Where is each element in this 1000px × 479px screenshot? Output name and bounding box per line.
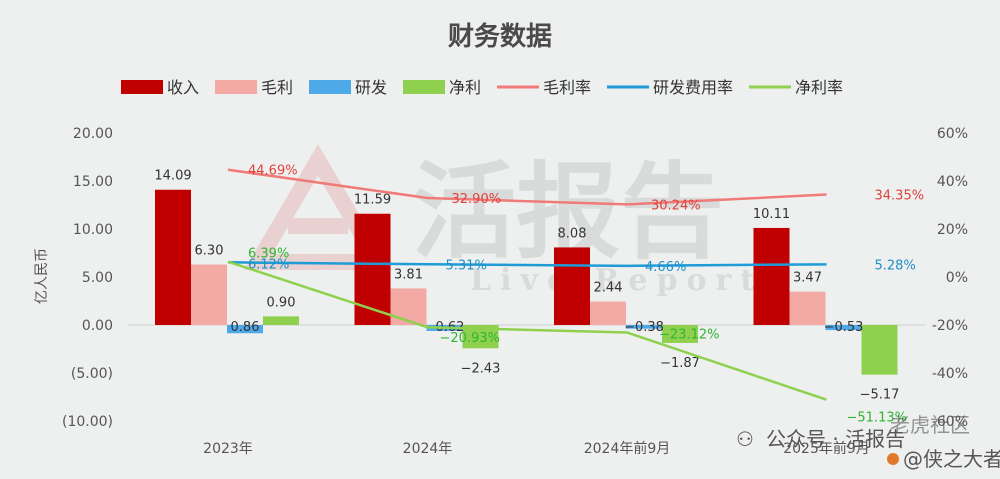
line-label-毛利率-1: 32.90%	[452, 192, 502, 207]
bar-label-研发-3: −0.53	[824, 320, 864, 335]
legend-label-毛利: 毛利	[261, 78, 293, 97]
line-label-研发费用率-3: 5.28%	[875, 258, 916, 273]
bar-label-收入-3: 10.11	[753, 207, 790, 222]
line-label-研发费用率-1: 5.31%	[446, 258, 487, 273]
bar-净利-3	[861, 325, 898, 375]
x-tick-label: 2023年	[203, 441, 253, 457]
bar-label-研发-2: −0.38	[624, 320, 664, 335]
bar-收入-3	[753, 227, 790, 325]
line-研发费用率	[227, 261, 827, 268]
watermark-subtext: Live Report	[470, 263, 763, 298]
y-axis-title: 亿人民币	[34, 248, 50, 304]
bar-净利-2	[662, 325, 698, 343]
bar-label-毛利-3: 3.47	[793, 271, 822, 286]
y-tick-label: 20.00	[73, 126, 113, 142]
legend-label-毛利率: 毛利率	[543, 78, 591, 97]
legend-swatch-净利	[403, 80, 445, 94]
bar-label-毛利-0: 6.30	[195, 244, 224, 259]
bar-label-收入-1: 11.59	[354, 193, 391, 208]
footer-user: @侠之大者.	[903, 447, 1000, 471]
y2-tick-label: -20%	[932, 318, 968, 334]
bar-研发-0	[227, 325, 263, 334]
legend-label-收入: 收入	[167, 78, 199, 97]
bar-label-净利-0: 0.90	[267, 295, 296, 310]
line-label-研发费用率-0: 6.12%	[248, 257, 289, 272]
x-tick-label: 2024年	[403, 441, 453, 457]
y-tick-label: 15.00	[73, 174, 113, 190]
bar-label-研发-0: 0.86	[231, 320, 260, 335]
line-label-净利率-3: −51.13%	[847, 411, 907, 426]
tiger-icon	[887, 453, 899, 465]
line-label-研发费用率-2: 4.66%	[645, 260, 686, 275]
bar-净利-1	[462, 325, 499, 349]
legend-swatch-研发	[309, 80, 351, 94]
bar-label-毛利-2: 2.44	[594, 281, 623, 296]
line-毛利率	[227, 168, 827, 206]
legend-label-研发: 研发	[355, 78, 387, 97]
y2-tick-label: -60%	[932, 414, 968, 430]
y-tick-label: 10.00	[73, 222, 113, 238]
line-label-净利率-1: −20.93%	[440, 331, 500, 346]
bar-label-净利-1: −2.43	[461, 361, 501, 376]
footer-brand: 公众号 · 活报告	[766, 427, 905, 451]
y2-tick-label: 40%	[937, 174, 968, 190]
bar-收入-0	[155, 189, 191, 325]
legend-label-研发费用率: 研发费用率	[653, 78, 733, 97]
bar-毛利-0	[191, 264, 227, 325]
y2-tick-label: 20%	[937, 222, 968, 238]
legend-label-净利: 净利	[449, 78, 481, 97]
line-label-毛利率-0: 44.69%	[248, 164, 298, 179]
bar-label-净利-3: −5.17	[860, 388, 900, 403]
bar-净利-0	[263, 316, 299, 325]
bar-毛利-3	[789, 291, 826, 325]
legend-swatch-毛利	[215, 80, 257, 94]
line-label-净利率-0: 6.39%	[248, 247, 289, 262]
bar-label-净利-2: −1.87	[660, 356, 700, 371]
legend-swatch-收入	[121, 80, 163, 94]
chart-title: 财务数据	[447, 22, 552, 52]
bar-毛利-2	[590, 301, 626, 325]
wechat-icon: ⚇	[736, 427, 754, 451]
bar-label-收入-0: 14.09	[154, 169, 191, 184]
line-净利率	[227, 260, 827, 401]
legend-label-净利率: 净利率	[795, 78, 843, 97]
line-label-毛利率-2: 30.24%	[651, 198, 701, 213]
bar-label-毛利-1: 3.81	[394, 267, 423, 282]
bar-研发-3	[825, 325, 862, 331]
y-tick-label: 5.00	[82, 270, 113, 286]
bar-研发-2	[626, 325, 662, 329]
bar-毛利-1	[390, 288, 427, 325]
line-label-净利率-2: −23.12%	[659, 327, 719, 342]
x-tick-label: 2024年前9月	[584, 440, 671, 457]
bar-label-收入-2: 8.08	[558, 226, 587, 241]
y-tick-label: (5.00)	[71, 366, 113, 382]
y-tick-label: 0.00	[82, 318, 113, 334]
line-label-毛利率-3: 34.35%	[875, 189, 925, 204]
footer-community: 老虎社区	[890, 413, 970, 437]
x-tick-label: 2025年前9月	[783, 440, 870, 457]
y2-tick-label: -40%	[932, 366, 968, 382]
y-tick-label: (10.00)	[62, 414, 113, 430]
y2-tick-label: 0%	[946, 270, 968, 286]
y2-tick-label: 60%	[937, 126, 968, 142]
bar-收入-2	[554, 247, 590, 325]
